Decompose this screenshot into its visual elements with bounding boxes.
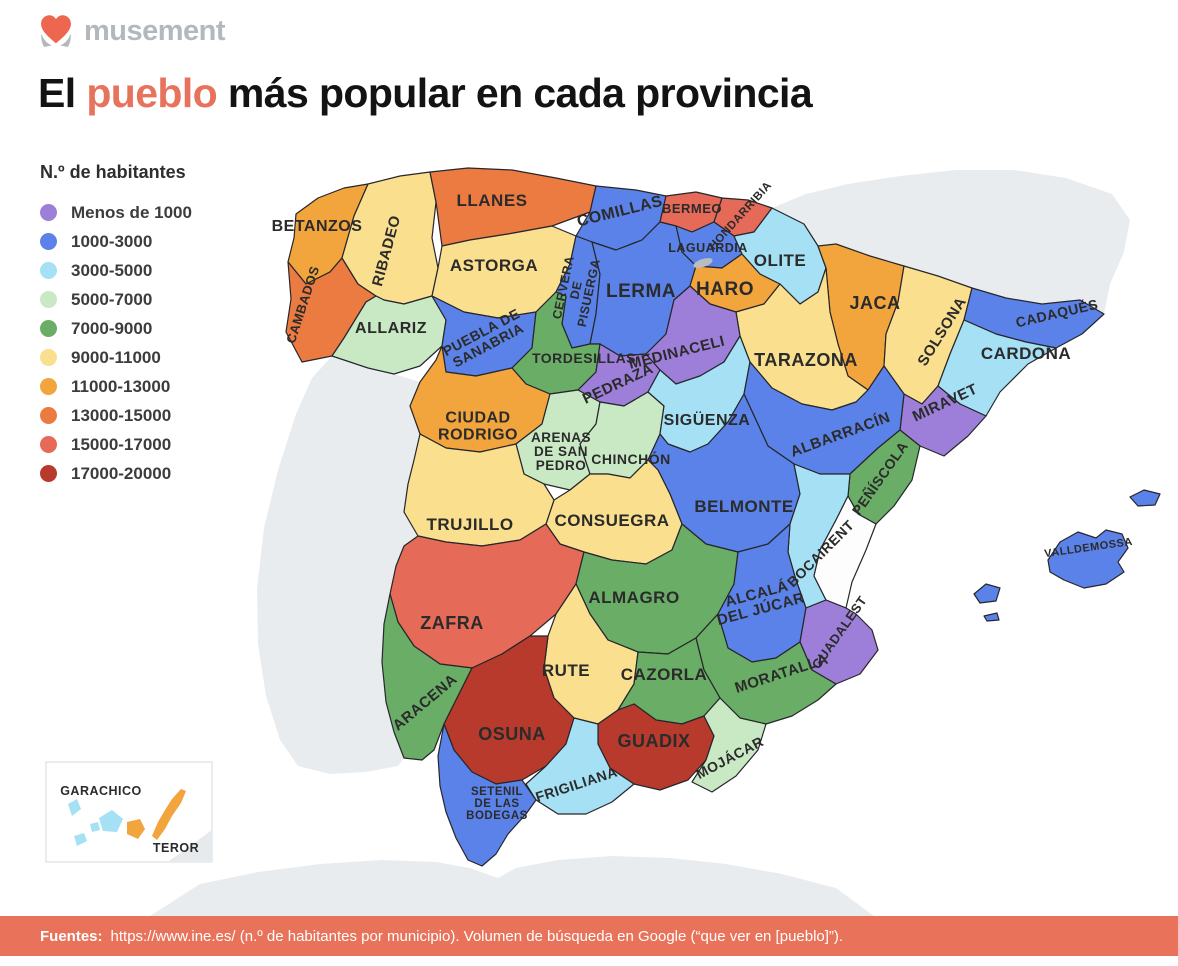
page-title: El pueblo más popular en cada provincia (38, 70, 813, 117)
province-label-arenas-de-san-pedro: ARENAS DE SAN PEDRO (531, 430, 591, 473)
province-label-lerma: LERMA (606, 281, 676, 302)
logo-wordmark: musement (84, 14, 226, 47)
province-label-rute: RUTE (542, 661, 590, 680)
island-lanzarote-fuerteventura (152, 789, 186, 840)
teror-label: TEROR (153, 841, 199, 855)
province-label-setenil-de-las-bodegas: SETENIL DE LAS BODEGAS (466, 786, 528, 822)
province-label-zafra: ZAFRA (420, 613, 484, 633)
legend-item-label: 17000-20000 (71, 463, 172, 483)
island-la-gomera (90, 822, 100, 832)
provinces-group (285, 167, 1161, 867)
legend-item-label: 13000-15000 (71, 405, 172, 425)
province-label-tordesillas: TORDESILLAS (532, 350, 636, 366)
legend-item-label: 9000-11000 (71, 347, 161, 367)
province-label-olite: OLITE (754, 251, 807, 270)
legend-item-label: 5000-7000 (71, 289, 153, 309)
province-label-betanzos: BETANZOS (272, 218, 363, 235)
province-aracena (381, 593, 473, 761)
legend-item-label: Menos de 1000 (71, 202, 192, 222)
legend-color-dot (40, 436, 57, 453)
legend-item: 15000-17000 (40, 430, 192, 459)
legend-color-dot (40, 262, 57, 279)
province-label-jaca: JACA (849, 293, 900, 313)
island-gran-canaria (127, 819, 145, 839)
footer-label: Fuentes: (40, 927, 103, 945)
legend-title: N.º de habitantes (40, 162, 186, 182)
title-suffix: más popular en cada provincia (217, 70, 813, 116)
legend-color-dot (40, 291, 57, 308)
legend-color-dot (40, 378, 57, 395)
province-label-laguardia: LAGUARDIA (668, 241, 748, 255)
legend-color-dot (40, 320, 57, 337)
legend-item-label: 3000-5000 (71, 260, 153, 280)
canary-inset-group: GARACHICO TEROR (45, 761, 213, 863)
title-highlight: pueblo (86, 70, 218, 116)
legend-item: 11000-13000 (40, 372, 192, 401)
legend-color-dot (40, 465, 57, 482)
portugal-landmass (257, 356, 420, 774)
title-prefix: El (38, 70, 87, 116)
province-label-cardona: CARDONA (981, 344, 1071, 363)
legend-color-dot (40, 204, 57, 221)
province-mojacar (691, 697, 767, 793)
legend-item-label: 7000-9000 (71, 318, 153, 338)
province-label-guadix: GUADIX (617, 731, 690, 751)
province-miravet (899, 385, 987, 457)
province-label-ciudad-rodrigo: CIUDAD RODRIGO (438, 410, 518, 444)
province-setenil-de-las-bodegas (437, 723, 537, 867)
footer-text: https://www.ine.es/ (n.º de habitantes p… (110, 927, 844, 945)
island-la-palma (68, 799, 81, 816)
inset-corner-landmass (169, 830, 212, 861)
province-ibiza (973, 583, 1001, 604)
province-label-almagro: ALMAGRO (588, 588, 679, 607)
legend: N.º de habitantes Menos de 1000 1000-3000… (40, 162, 192, 488)
legend-item: 17000-20000 (40, 459, 192, 488)
province-label-tarazona: TARAZONA (754, 350, 858, 370)
province-label-chinchon: CHINCHÓN (591, 450, 670, 467)
legend-item: 7000-9000 (40, 314, 192, 343)
province-label-siguenza: SIGÜENZA (664, 410, 751, 429)
trevino-enclave (693, 258, 713, 268)
legend-item-label: 15000-17000 (71, 434, 172, 454)
legend-item: 1000-3000 (40, 227, 192, 256)
garachico-label: GARACHICO (60, 784, 142, 798)
province-label-bermeo: BERMEO (662, 201, 722, 216)
province-label-belmonte: BELMONTE (694, 497, 793, 516)
province-menorca (1129, 489, 1161, 507)
island-tenerife (99, 810, 123, 832)
province-label-llanes: LLANES (457, 191, 528, 210)
header: musement (38, 14, 226, 48)
legend-item: 13000-15000 (40, 401, 192, 430)
province-label-allariz: ALLARIZ (355, 320, 427, 337)
legend-color-dot (40, 349, 57, 366)
legend-item: 5000-7000 (40, 285, 192, 314)
island-el-hierro (74, 833, 87, 846)
legend-item: 9000-11000 (40, 343, 192, 372)
legend-item: Menos de 1000 (40, 198, 192, 227)
legend-items: Menos de 1000 1000-3000 3000-5000 5000-7000… (40, 198, 192, 488)
province-label-trujillo: TRUJILLO (426, 515, 513, 534)
legend-item: 3000-5000 (40, 256, 192, 285)
heart-icon (41, 15, 71, 47)
musement-logo: musement (38, 14, 226, 48)
province-llanes (429, 167, 597, 247)
province-frigiliana (525, 717, 635, 815)
province-label-consuegra: CONSUEGRA (554, 511, 669, 530)
legend-color-dot (40, 407, 57, 424)
landmasses-group (150, 170, 1130, 916)
province-cardona (937, 319, 1057, 417)
france-landmass (772, 170, 1130, 314)
province-label-cazorla: CAZORLA (621, 665, 708, 684)
province-label-haro: HARO (696, 279, 754, 300)
morocco-landmass (150, 856, 874, 916)
province-label-astorga: ASTORGA (450, 256, 538, 275)
province-valldemossa (1047, 529, 1129, 589)
footer-source-bar: Fuentes: https://www.ine.es/ (n.º de hab… (0, 916, 1178, 956)
legend-color-dot (40, 233, 57, 250)
legend-item-label: 1000-3000 (71, 231, 153, 251)
legend-item-label: 11000-13000 (71, 376, 171, 396)
province-label-osuna: OSUNA (478, 724, 546, 744)
province-formentera (983, 612, 1000, 622)
